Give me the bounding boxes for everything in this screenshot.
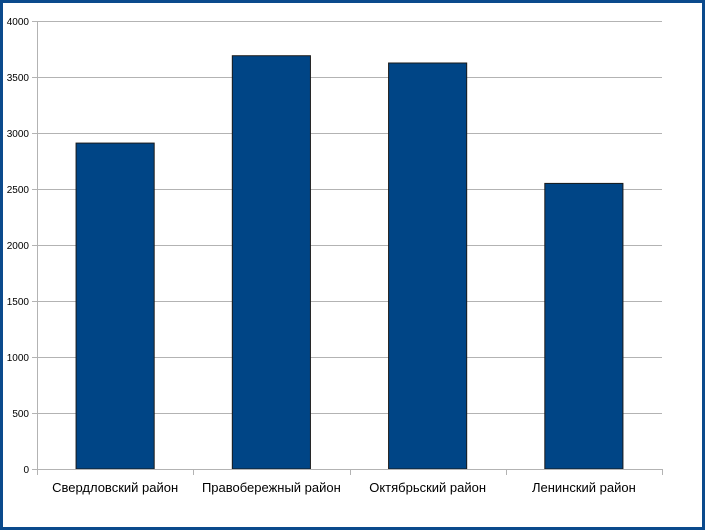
x-tick-label-3: Октябрьский район [369, 480, 486, 495]
bar-3 [388, 62, 468, 470]
y-tick-label-3000: 3000 [7, 129, 30, 140]
y-tick-label-4000: 4000 [7, 17, 30, 28]
x-tick-label-1: Свердловский район [52, 480, 178, 495]
y-tick-label-1000: 1000 [7, 353, 30, 364]
y-tick-label-0: 0 [23, 465, 29, 476]
y-tick-label-1500: 1500 [7, 297, 30, 308]
bars [75, 55, 624, 470]
x-tick-label-2: Правобережный район [202, 480, 341, 495]
axes [37, 21, 663, 475]
y-tick-label-2000: 2000 [7, 241, 30, 252]
x-tick-label-4: Ленинский район [532, 480, 636, 495]
bar-1 [75, 142, 155, 470]
x-tick-labels: Свердловский район Правобережный район Окт… [52, 480, 636, 495]
y-tick-labels: 0 500 1000 1500 2000 2500 3000 3500 4000 [7, 17, 30, 476]
y-tick-label-3500: 3500 [7, 73, 30, 84]
y-tick-label-500: 500 [12, 409, 29, 420]
bar-2 [231, 55, 311, 470]
bar-4 [544, 182, 624, 470]
y-tick-label-2500: 2500 [7, 185, 30, 196]
